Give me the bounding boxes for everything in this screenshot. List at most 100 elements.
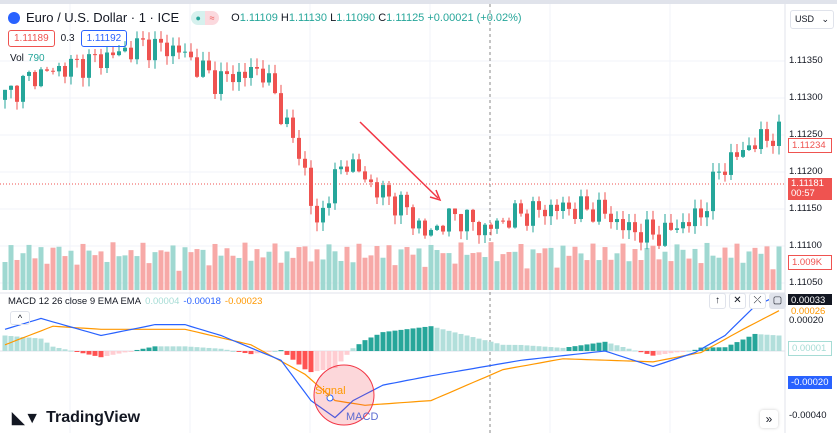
candle-body xyxy=(177,45,181,53)
candle-body xyxy=(513,203,517,228)
candle-body xyxy=(621,219,625,231)
volume-bar xyxy=(422,266,428,290)
collapse-pane-button[interactable]: ⤫ xyxy=(749,293,766,309)
macd-histogram-bar xyxy=(560,347,566,351)
candle-body xyxy=(75,58,79,60)
macd-top-tag: 0.00033 xyxy=(788,294,832,307)
volume-bar xyxy=(710,255,716,290)
volume-bar xyxy=(8,245,14,290)
macd-histogram-bar xyxy=(38,338,44,351)
candle-body xyxy=(585,196,589,210)
move-up-button[interactable]: ↑ xyxy=(709,293,726,309)
macd-histogram-bar xyxy=(758,334,764,351)
candle-body xyxy=(465,209,469,232)
volume-bar xyxy=(386,245,392,290)
macd-histogram-bar xyxy=(596,342,602,351)
macd-histogram-bar xyxy=(302,351,308,370)
macd-histogram-bar xyxy=(338,351,344,362)
last-price-tag: 1.11234 xyxy=(788,138,832,153)
volume-bar xyxy=(254,249,260,290)
candle-body xyxy=(747,145,751,151)
candle-body xyxy=(429,229,433,236)
candle-body xyxy=(249,67,253,78)
volume-bar xyxy=(236,257,242,290)
signal-line xyxy=(4,310,780,406)
macd-histogram-bar xyxy=(446,330,452,351)
currency-select[interactable]: USD ⌄ xyxy=(790,10,834,29)
approx-icon: ≈ xyxy=(205,10,220,25)
symbol-title[interactable]: Euro / U.S. Dollar · 1 · ICE xyxy=(26,10,180,25)
candle-body xyxy=(573,208,577,219)
candle-body xyxy=(339,166,343,170)
maximize-pane-button[interactable]: ▢ xyxy=(769,293,786,309)
candle-body xyxy=(387,185,391,197)
volume-bar xyxy=(404,247,410,290)
volume-bar xyxy=(674,244,680,290)
macd-line xyxy=(4,294,780,419)
macd-histogram-bar xyxy=(128,351,134,352)
macd-histogram-bar xyxy=(266,351,272,352)
macd-histogram-bar xyxy=(638,351,644,353)
macd-histogram-bar xyxy=(734,342,740,351)
macd-histogram-bar xyxy=(212,348,218,351)
candle-body xyxy=(45,69,49,71)
macd-histogram-bar xyxy=(608,343,614,351)
macd-histogram-bar xyxy=(146,347,152,351)
volume-bar xyxy=(44,263,50,290)
delete-pane-button[interactable]: ✕ xyxy=(729,293,746,309)
volume-legend: Vol 790 xyxy=(10,53,45,64)
candle-body xyxy=(591,209,595,222)
market-open-icon: ● xyxy=(191,10,206,25)
volume-bar xyxy=(338,260,344,290)
macd-histogram-bar xyxy=(692,349,698,351)
price-axis-label: 1.11050 xyxy=(789,277,823,288)
macd-histogram-bar xyxy=(56,347,62,351)
macd-histogram-bar xyxy=(662,351,668,354)
macd-histogram-bar xyxy=(26,337,32,351)
macd-histogram-bar xyxy=(470,337,476,351)
collapse-button[interactable]: ^ xyxy=(10,311,30,325)
candle-body xyxy=(375,182,379,198)
candle-body xyxy=(21,75,25,102)
spread: 0.3 xyxy=(60,33,75,44)
candle-body xyxy=(363,171,367,180)
volume-bar xyxy=(410,254,416,290)
macd-annotation: MACD xyxy=(346,411,378,423)
macd-histogram-bar xyxy=(68,350,74,352)
volume-bar xyxy=(626,261,632,290)
volume-bar xyxy=(350,262,356,290)
volume-bar xyxy=(158,250,164,290)
volume-bar xyxy=(92,255,98,290)
buy-button[interactable]: 1.11192 xyxy=(80,30,128,47)
volume-bar xyxy=(284,251,290,290)
macd-histogram-bar xyxy=(428,326,434,351)
volume-bar xyxy=(446,253,452,290)
candle-body xyxy=(741,150,745,157)
candle-body xyxy=(105,52,109,69)
volume-bar xyxy=(206,265,212,290)
candle-body xyxy=(393,196,397,216)
candle-body xyxy=(663,222,667,246)
macd-histogram-bar xyxy=(764,334,770,351)
expand-button[interactable]: » xyxy=(760,410,778,428)
sell-button[interactable]: 1.11189 xyxy=(8,30,55,47)
volume-bar xyxy=(152,252,158,290)
macd-histogram-bar xyxy=(626,348,632,351)
candle-body xyxy=(537,201,541,210)
volume-bar xyxy=(488,242,494,290)
macd-histogram-bar xyxy=(770,335,776,351)
tradingview-logo[interactable]: ◣▼ TradingView xyxy=(12,409,141,427)
volume-bar xyxy=(494,261,500,290)
candle-body xyxy=(225,71,229,75)
macd-histogram-bar xyxy=(32,338,38,351)
candle-body xyxy=(63,65,67,77)
macd-histogram-bar xyxy=(668,351,674,354)
macd-histogram-bar xyxy=(140,348,146,351)
candle-body xyxy=(15,85,19,102)
macd-histogram-bar xyxy=(296,351,302,365)
candle-body xyxy=(207,60,211,71)
market-status[interactable]: ● ≈ xyxy=(191,10,220,25)
volume-bar xyxy=(638,260,644,290)
volume-bar xyxy=(506,251,512,290)
